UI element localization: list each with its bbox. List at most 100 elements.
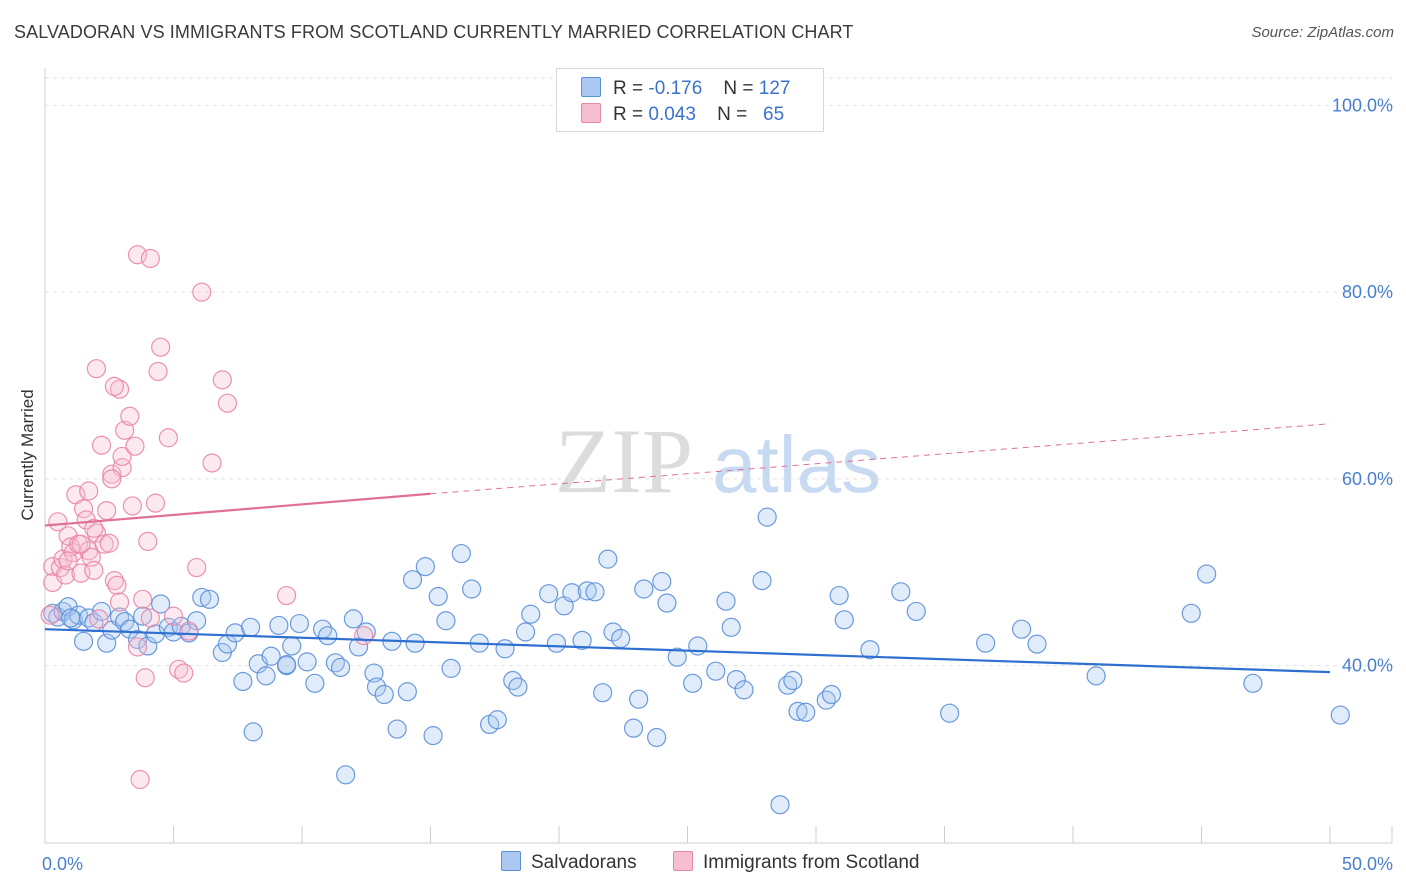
salvadorans-point-73 bbox=[546, 633, 567, 653]
scotland-point-32 bbox=[127, 637, 148, 657]
scotland-point-50 bbox=[102, 469, 122, 489]
salvadorans-point-93 bbox=[716, 591, 736, 611]
salvadorans-point-103 bbox=[796, 702, 816, 722]
legend-n-label: N = bbox=[723, 78, 754, 99]
salvadorans-point-114 bbox=[1027, 634, 1047, 654]
scotland-point-58 bbox=[104, 376, 124, 397]
salvadorans-point-109 bbox=[891, 582, 911, 602]
legend-n-value: 65 bbox=[763, 104, 785, 125]
y-axis-label: Currently Married bbox=[18, 389, 37, 520]
gridlines bbox=[45, 77, 1392, 667]
legend-label-salvadorans: Salvadorans bbox=[531, 852, 637, 873]
salvadorans-point-68 bbox=[503, 670, 523, 691]
salvadorans-point-122 bbox=[276, 655, 297, 675]
salvadorans-point-34 bbox=[261, 646, 281, 666]
salvadorans-point-75 bbox=[562, 583, 582, 603]
salvadorans-point-17 bbox=[138, 636, 158, 656]
salvadorans-point-79 bbox=[593, 683, 613, 703]
watermark-atlas: atlas bbox=[712, 420, 881, 509]
salvadorans-point-108 bbox=[860, 640, 880, 660]
salvadorans-point-6 bbox=[73, 631, 94, 651]
scotland-point-55 bbox=[174, 663, 194, 683]
trend-line-scotland bbox=[44, 492, 431, 527]
y-tick-label-0: 100.0% bbox=[1332, 95, 1393, 115]
salvadorans-point-81 bbox=[603, 622, 623, 642]
y-tick-label-1: 80.0% bbox=[1342, 282, 1393, 302]
salvadorans-point-31 bbox=[241, 617, 261, 637]
salvadorans-point-116 bbox=[1181, 603, 1201, 623]
salvadorans-point-61 bbox=[441, 658, 461, 678]
chart-title: SALVADORAN VS IMMIGRANTS FROM SCOTLAND C… bbox=[14, 22, 854, 42]
legend-r-value: 0.043 bbox=[648, 104, 696, 125]
scotland-point-63 bbox=[125, 436, 145, 456]
legend-n-value: 127 bbox=[758, 78, 791, 99]
scotland-point-38 bbox=[151, 337, 171, 357]
salvadorans-point-47 bbox=[348, 637, 369, 657]
scotland-point-30 bbox=[120, 406, 140, 426]
legend-row-scotland: R = 0.043 N = 65 bbox=[581, 103, 784, 129]
salvadorans-point-97 bbox=[752, 571, 772, 591]
scotland-point-26 bbox=[107, 575, 127, 595]
scotland-point-33 bbox=[133, 589, 153, 609]
salvadorans-point-62 bbox=[451, 543, 471, 564]
salvadorans-point-88 bbox=[657, 593, 677, 613]
scotland-point-34 bbox=[138, 531, 158, 552]
scotland-point-35 bbox=[140, 608, 160, 628]
scotland-point-20 bbox=[89, 609, 109, 629]
trend-line-scotland-extension bbox=[430, 423, 1331, 495]
tick-labels: 100.0% 80.0% 60.0% 40.0% 0.0% 50.0% bbox=[42, 95, 1393, 874]
legend-r-value: -0.176 bbox=[648, 78, 703, 99]
salvadorans-point-77 bbox=[577, 581, 597, 601]
salvadorans-point-85 bbox=[634, 579, 654, 599]
x-tick-label-0: 0.0% bbox=[42, 854, 83, 874]
salvadorans-point-98 bbox=[757, 507, 777, 527]
scotland-point-60 bbox=[58, 551, 78, 571]
scotland-point-42 bbox=[179, 621, 199, 641]
salvadorans-point-39 bbox=[297, 652, 317, 672]
salvadorans-point-94 bbox=[721, 617, 741, 637]
salvadorans-point-24 bbox=[187, 611, 207, 631]
salvadorans-point-16 bbox=[133, 606, 153, 626]
scotland-point-43 bbox=[187, 557, 207, 578]
salvadorans-point-117 bbox=[1197, 564, 1217, 584]
scotland-point-51 bbox=[127, 245, 148, 265]
scotland-point-61 bbox=[84, 518, 104, 538]
salvadorans-point-110 bbox=[906, 601, 926, 622]
salvadorans-point-9 bbox=[91, 601, 112, 622]
salvadorans-point-42 bbox=[318, 626, 338, 646]
trend-line-salvadorans bbox=[44, 628, 1331, 674]
y-tick-label-3: 40.0% bbox=[1342, 656, 1393, 676]
scotland-point-62 bbox=[91, 435, 112, 455]
scotland-point-47 bbox=[217, 393, 238, 413]
legend-item-salvadorans[interactable]: Salvadorans bbox=[501, 851, 637, 874]
scotland-point-49 bbox=[86, 359, 107, 379]
salvadorans-point-44 bbox=[330, 657, 351, 678]
salvadorans-point-113 bbox=[1011, 619, 1032, 639]
salvadorans-point-119 bbox=[1330, 705, 1350, 725]
scotland-point-27 bbox=[109, 379, 130, 399]
salvadorans-point-82 bbox=[611, 628, 631, 649]
salvadorans-point-53 bbox=[387, 719, 407, 739]
legend-swatch-blue bbox=[581, 77, 601, 97]
scotland-point-22 bbox=[97, 500, 117, 521]
source-credit: Source: ZipAtlas.com bbox=[1251, 24, 1394, 41]
salvadorans-point-55 bbox=[402, 570, 423, 590]
salvadorans-point-72 bbox=[539, 584, 559, 604]
salvadorans-point-112 bbox=[976, 633, 996, 653]
salvadorans-point-66 bbox=[487, 710, 507, 730]
salvadorans-point-106 bbox=[829, 585, 849, 606]
legend-item-scotland[interactable]: Immigrants from Scotland bbox=[673, 851, 919, 874]
scotland-point-56 bbox=[276, 585, 297, 606]
salvadorans-point-25 bbox=[192, 587, 212, 608]
salvadorans-point-51 bbox=[374, 684, 394, 705]
scotland-point-46 bbox=[212, 370, 232, 390]
salvadorans-point-87 bbox=[652, 571, 672, 592]
salvadorans-point-111 bbox=[940, 703, 960, 723]
scotland-point-52 bbox=[140, 248, 160, 269]
scotland-point-45 bbox=[202, 453, 222, 473]
series-scotland-points bbox=[40, 245, 374, 790]
salvadorans-point-90 bbox=[683, 673, 703, 693]
salvadorans-point-19 bbox=[151, 594, 171, 614]
salvadorans-point-115 bbox=[1086, 666, 1106, 686]
salvadorans-point-118 bbox=[1243, 673, 1263, 693]
